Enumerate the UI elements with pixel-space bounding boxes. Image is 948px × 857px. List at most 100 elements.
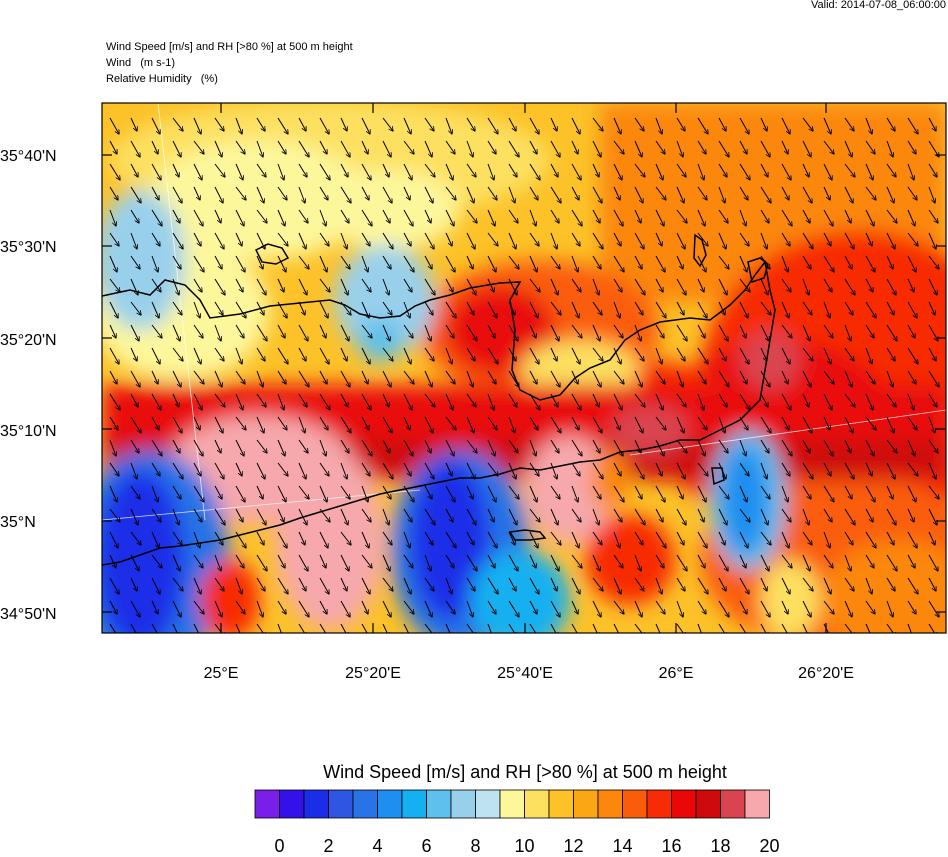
wind-arrow <box>529 370 537 384</box>
wind-arrow <box>802 393 809 407</box>
wind-arrow <box>844 439 851 453</box>
wind-arrow <box>235 163 243 180</box>
wind-arrow <box>886 209 897 223</box>
wind-arrow <box>592 301 602 315</box>
wind-arrow <box>865 186 876 200</box>
wind-arrow <box>928 140 939 157</box>
wind-arrow <box>865 232 872 246</box>
wind-arrow <box>382 462 393 479</box>
wind-arrow <box>886 393 896 407</box>
wind-arrow <box>592 600 601 617</box>
wind-arrow <box>151 462 160 476</box>
wind-arrow <box>424 186 433 203</box>
wind-arrow <box>760 393 768 407</box>
colorbar-swatch <box>524 789 550 819</box>
wind-arrow <box>382 163 389 177</box>
wind-arrow <box>613 117 621 134</box>
wind-arrow <box>193 508 202 522</box>
wind-arrow <box>760 462 767 479</box>
wind-arrow <box>361 186 369 200</box>
wind-arrow <box>403 347 411 364</box>
wind-arrow <box>844 347 854 361</box>
wind-arrow <box>676 186 684 203</box>
wind-arrow <box>193 600 204 614</box>
wind-arrow <box>718 531 725 545</box>
wind-arrow <box>466 623 476 633</box>
wind-arrow <box>844 393 855 407</box>
wind-arrow <box>676 485 683 499</box>
wind-arrow <box>802 278 809 295</box>
wind-arrow <box>697 209 705 226</box>
wind-arrow <box>151 209 162 226</box>
wind-arrow <box>634 301 643 315</box>
wind-arrow <box>634 393 645 407</box>
wind-arrow <box>760 600 770 617</box>
wind-arrow <box>109 278 120 292</box>
wind-arrow <box>319 186 328 200</box>
wind-arrow <box>256 577 265 591</box>
wind-arrow <box>718 554 728 571</box>
wind-arrow <box>802 255 811 269</box>
wind-arrow <box>865 554 874 568</box>
wind-arrow <box>424 462 434 479</box>
wind-arrow <box>907 347 918 364</box>
wind-arrow <box>235 416 246 430</box>
wind-arrow <box>550 531 561 545</box>
wind-arrow <box>718 347 726 361</box>
wind-arrow <box>739 554 746 568</box>
wind-arrow <box>130 278 138 295</box>
wind-arrow <box>193 462 201 476</box>
wind-arrow <box>907 485 916 502</box>
wind-arrow <box>886 140 893 157</box>
wind-arrow <box>340 416 351 433</box>
wind-arrow <box>109 623 117 633</box>
wind-arrow <box>781 416 789 430</box>
wind-arrow <box>424 278 435 295</box>
wind-arrow <box>445 209 454 226</box>
wind-arrow <box>928 623 937 633</box>
colorbar-swatch <box>646 789 672 819</box>
wind-arrow <box>382 278 389 295</box>
wind-arrow <box>340 370 350 387</box>
wind-arrow <box>193 531 200 548</box>
wind-arrow <box>823 531 830 548</box>
wind-arrow <box>865 416 876 430</box>
wind-arrow <box>193 324 203 338</box>
wind-arrow <box>277 186 287 200</box>
wind-arrow <box>319 623 327 633</box>
wind-arrow <box>403 324 413 338</box>
wind-arrow <box>193 301 200 318</box>
wind-arrow <box>361 163 371 180</box>
wind-arrow <box>298 117 306 131</box>
wind-arrow <box>571 232 580 246</box>
wind-arrow <box>382 255 391 269</box>
wind-arrow <box>529 324 536 338</box>
wind-arrow <box>529 554 536 568</box>
x-label-25E: 25°E <box>204 665 239 682</box>
wind-arrow <box>697 600 706 614</box>
wind-arrow <box>340 140 350 157</box>
wind-arrow <box>781 508 791 522</box>
wind-arrow <box>235 278 243 292</box>
wind-arrow <box>928 462 936 479</box>
colorbar-swatch <box>548 789 574 819</box>
wind-arrow <box>781 623 788 633</box>
wind-arrow <box>340 393 348 407</box>
wind-arrow <box>907 255 916 272</box>
wind-arrow <box>886 186 894 203</box>
wind-arrow <box>718 140 729 157</box>
wind-arrow <box>172 255 181 269</box>
wind-arrow <box>529 117 539 134</box>
colorbar-tick-label: 10 <box>514 836 535 856</box>
wind-arrow <box>382 117 393 131</box>
wind-arrow <box>445 163 453 180</box>
wind-arrow <box>130 508 138 525</box>
wind-arrow <box>466 278 476 295</box>
wind-arrow <box>193 347 201 364</box>
wind-arrow <box>907 117 918 134</box>
wind-arrow <box>550 485 560 499</box>
wind-arrow <box>256 554 267 571</box>
wind-arrow <box>697 416 707 430</box>
wind-arrow <box>193 416 200 430</box>
wind-arrow <box>466 255 473 269</box>
